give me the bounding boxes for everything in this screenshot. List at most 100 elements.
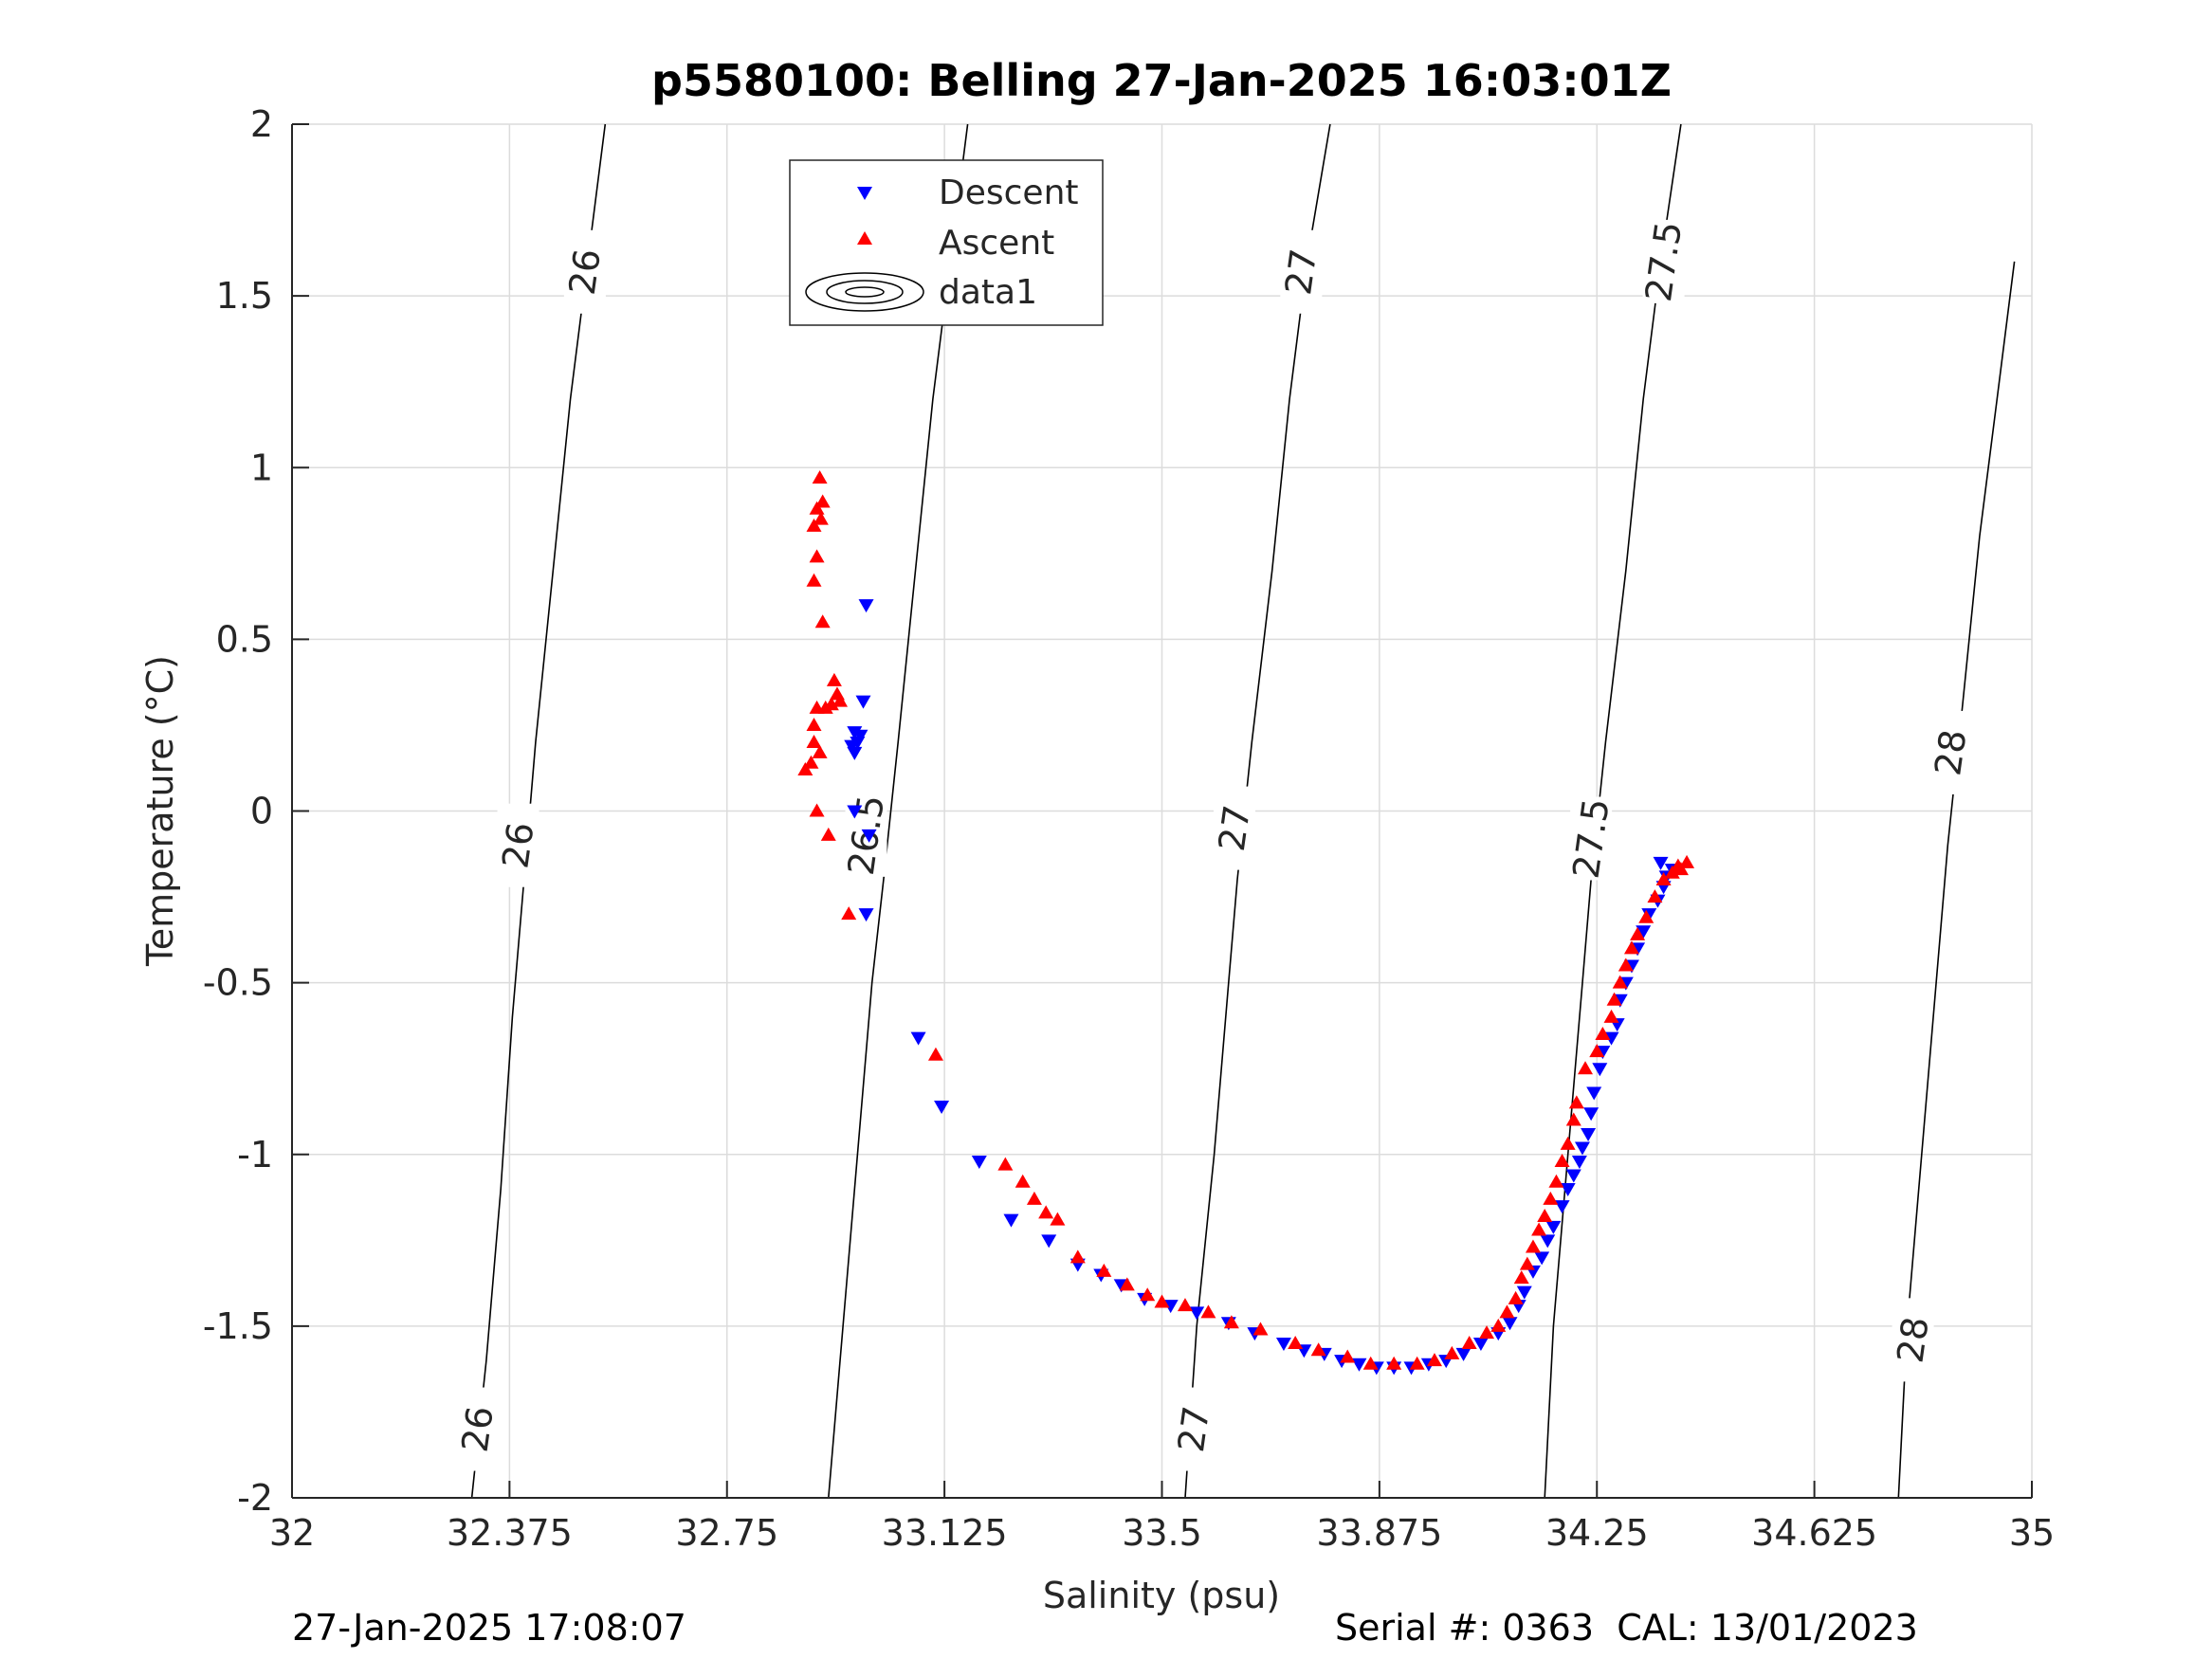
ascent-point (1589, 1044, 1605, 1058)
contour-label: 26 (454, 1404, 502, 1455)
ascent-point (1647, 889, 1663, 903)
ascent-point (1525, 1239, 1541, 1253)
descent-point (855, 695, 871, 709)
ascent-point (1154, 1294, 1170, 1308)
ascent-point (1026, 1191, 1042, 1205)
ascent-point (1531, 1222, 1547, 1236)
descent-point (1472, 1337, 1489, 1351)
ascent-point (812, 470, 828, 484)
isopycnal-26-5 (828, 123, 969, 1499)
ascent-point (841, 906, 857, 921)
descent-point (1565, 1169, 1581, 1183)
ascent-point (1655, 871, 1672, 885)
x-tick-label: 34.625 (1751, 1512, 1877, 1554)
contour-label-bg (1570, 796, 1613, 881)
ascent-point (809, 803, 825, 817)
ascent-point (1670, 858, 1686, 872)
contour-label: 27 (1211, 803, 1258, 854)
ascent-point (1252, 1322, 1269, 1336)
ascent-point (809, 549, 825, 563)
legend-ascent-label: Ascent (939, 224, 1054, 263)
ascent-point (806, 717, 822, 731)
descent-point (1502, 1317, 1518, 1331)
ascent-point (1513, 1270, 1529, 1285)
legend-ascent-marker (857, 231, 872, 245)
descent-point (1041, 1234, 1057, 1249)
ascent-point (813, 511, 829, 525)
ascent-point (1548, 1174, 1564, 1188)
ascent-point (1310, 1342, 1326, 1357)
x-tick-label: 33.875 (1316, 1512, 1442, 1554)
ascent-point (1568, 1095, 1584, 1109)
ascent-point (1200, 1304, 1216, 1319)
contour-label: 27 (1277, 246, 1325, 298)
descent-point (858, 599, 874, 613)
ascent-point (832, 693, 849, 707)
contour-label-bg (563, 229, 606, 314)
ascent-point (1140, 1287, 1156, 1302)
ascent-point (1096, 1263, 1112, 1277)
ascent-point (806, 518, 822, 532)
descent-point (1560, 1182, 1576, 1196)
footer-serial-calibration: Serial #: 0363 CAL: 13/01/2023 (1335, 1607, 1918, 1649)
ascent-point (1554, 1153, 1570, 1167)
contour-label-bg (1213, 786, 1255, 870)
x-tick-label: 32 (269, 1512, 315, 1554)
legend-contour-icon (805, 272, 924, 312)
contour-label-bg (456, 1387, 499, 1471)
descent-point (1275, 1337, 1291, 1351)
y-tick-label: 2 (250, 103, 273, 145)
x-tick-label: 32.75 (675, 1512, 778, 1554)
ascent-point (1461, 1335, 1477, 1349)
descent-point (1189, 1306, 1205, 1321)
contour-label: 28 (1889, 1314, 1936, 1365)
y-tick-label: -0.5 (203, 962, 273, 1004)
ascent-point (1638, 909, 1654, 923)
y-tick-label: -2 (237, 1477, 273, 1519)
contour-label: 26 (561, 246, 609, 298)
ascent-point (803, 755, 819, 769)
descent-point (1586, 1086, 1602, 1101)
descent-point (1516, 1285, 1532, 1300)
y-tick-label: -1 (237, 1134, 273, 1176)
ascent-point (1664, 865, 1680, 879)
ascent-point (1479, 1325, 1495, 1340)
contour-label-bg (1892, 1298, 1934, 1382)
descent-point (934, 1101, 950, 1115)
data-points (797, 470, 1695, 1376)
ascent-point (1038, 1205, 1054, 1219)
descent-point (861, 829, 877, 843)
ascent-point (997, 1157, 1014, 1171)
contour-label-bg (1173, 1387, 1216, 1471)
contour-label-bg (1642, 219, 1685, 303)
y-tick-label: -1.5 (203, 1305, 273, 1347)
x-tick-label: 33.5 (1122, 1512, 1202, 1554)
descent-point (971, 1155, 987, 1169)
ascent-point (1409, 1356, 1425, 1370)
descent-point (1574, 1141, 1590, 1156)
ascent-point (1606, 992, 1622, 1006)
descent-point (850, 737, 866, 751)
descent-point (1534, 1251, 1550, 1266)
ascent-point (809, 700, 825, 714)
ascent-point (814, 614, 831, 629)
y-axis-label: Temperature (°C) (139, 655, 181, 967)
y-tick-label: 1 (250, 447, 273, 488)
ascent-point (1490, 1318, 1507, 1332)
descent-point (1636, 925, 1652, 939)
ascent-point (1603, 1009, 1619, 1023)
ascent-point (1578, 1061, 1594, 1075)
contour-label: 28 (1927, 727, 1974, 778)
x-tick-label: 34.25 (1545, 1512, 1649, 1554)
descent-point (910, 1031, 926, 1046)
ascent-point (1612, 975, 1628, 989)
ascent-point (1630, 926, 1646, 940)
ascent-point (1340, 1349, 1356, 1363)
ascent-point (1426, 1353, 1442, 1367)
contour-label-bg (1929, 710, 1972, 794)
contour-label-bg (497, 803, 539, 887)
ascent-point (1537, 1208, 1553, 1222)
